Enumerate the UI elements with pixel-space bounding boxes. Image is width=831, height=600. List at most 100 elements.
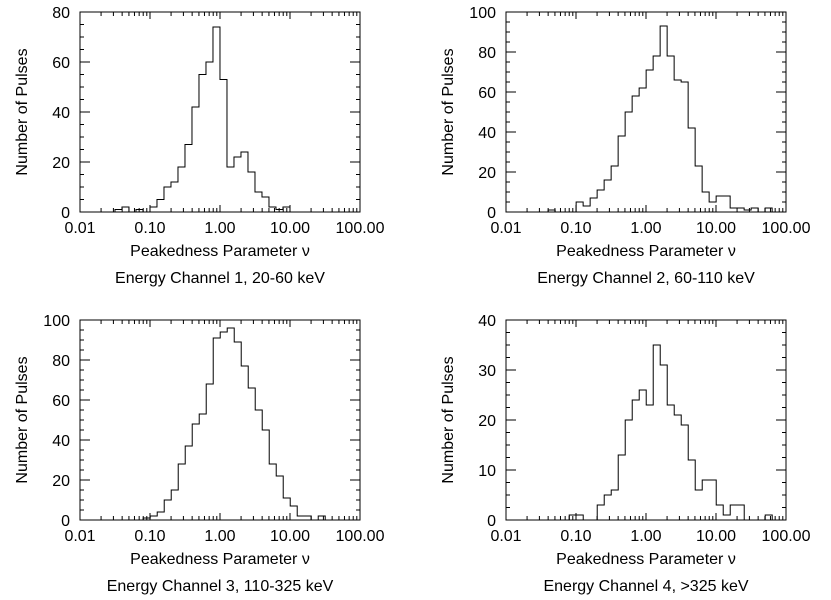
histogram-bin bbox=[255, 410, 262, 520]
histogram-bin bbox=[660, 365, 667, 520]
histogram-bin bbox=[157, 512, 164, 520]
histogram-bin bbox=[262, 197, 269, 212]
y-tick-label: 0 bbox=[61, 513, 70, 530]
histogram-bin bbox=[583, 206, 590, 212]
histogram-bin bbox=[681, 425, 688, 520]
histogram-bin bbox=[674, 415, 681, 520]
histogram-bin bbox=[716, 196, 723, 212]
histogram-bin bbox=[667, 56, 674, 212]
x-tick-label: 10.00 bbox=[270, 220, 310, 237]
x-tick-label: 1.00 bbox=[204, 528, 235, 545]
histogram-bin bbox=[206, 62, 213, 212]
y-tick-label: 100 bbox=[469, 5, 496, 22]
x-axis-label: Peakedness Parameter ν bbox=[130, 243, 310, 260]
histogram-bin bbox=[639, 390, 646, 520]
histogram-bin bbox=[304, 516, 311, 520]
panel-caption: Energy Channel 2, 60-110 keV bbox=[537, 270, 755, 287]
histogram-bin bbox=[632, 96, 639, 212]
histogram-bin bbox=[737, 505, 744, 520]
y-tick-label: 0 bbox=[61, 205, 70, 222]
x-tick-label: 0.10 bbox=[134, 220, 165, 237]
histogram-bin bbox=[681, 82, 688, 212]
histogram-bin bbox=[213, 338, 220, 520]
histogram-bin bbox=[241, 366, 248, 520]
histogram-bin bbox=[220, 332, 227, 520]
y-tick-label: 30 bbox=[478, 363, 496, 380]
histogram-bin bbox=[248, 388, 255, 520]
histogram-bin bbox=[723, 196, 730, 212]
y-tick-label: 60 bbox=[52, 393, 70, 410]
histogram-bin bbox=[576, 202, 583, 212]
panel-caption: Energy Channel 4, >325 keV bbox=[543, 578, 748, 595]
x-tick-label: 0.10 bbox=[560, 220, 591, 237]
panel-3: 0.01 0.10 1.00 10.00 100.00 0 20 40 60 80 100 Numb… bbox=[14, 313, 385, 595]
histogram-bin bbox=[625, 420, 632, 520]
histogram-bin bbox=[576, 515, 583, 520]
histogram-bin bbox=[604, 495, 611, 520]
histogram-bin bbox=[765, 208, 772, 212]
x-tick-label: 100.00 bbox=[762, 220, 811, 237]
histogram-bin bbox=[618, 136, 625, 212]
histogram-bin bbox=[604, 180, 611, 212]
histogram-bin bbox=[597, 505, 604, 520]
x-tick-label: 10.00 bbox=[696, 528, 736, 545]
histogram-bin bbox=[674, 80, 681, 212]
histogram-bin bbox=[199, 75, 206, 213]
histogram-bin bbox=[164, 500, 171, 520]
histogram-bin bbox=[199, 414, 206, 520]
histogram-bin bbox=[590, 198, 597, 212]
x-tick-label: 0.01 bbox=[64, 220, 95, 237]
x-axis-label: Peakedness Parameter ν bbox=[556, 551, 736, 568]
y-tick-label: 100 bbox=[43, 313, 70, 330]
x-tick-label: 0.01 bbox=[64, 528, 95, 545]
panel-2: 0.01 0.10 1.00 10.00 100.00 0 20 40 60 80 100 Numb… bbox=[440, 5, 811, 287]
y-tick-label: 60 bbox=[478, 85, 496, 102]
histogram-bin bbox=[234, 342, 241, 520]
panel-1: 0.01 0.10 1.00 10.00 100.00 0 20 40 60 80 Number … bbox=[14, 5, 385, 287]
histogram-bin bbox=[234, 157, 241, 212]
histogram-bin bbox=[632, 400, 639, 520]
histogram-bin bbox=[122, 207, 129, 212]
histogram-bin bbox=[276, 476, 283, 520]
panel-caption: Energy Channel 1, 20-60 keV bbox=[115, 270, 325, 287]
plot-area: 0.01 0.10 1.00 10.00 100.00 0 20 40 60 80 bbox=[52, 5, 384, 237]
histogram-bin bbox=[150, 207, 157, 212]
histogram-bin bbox=[171, 490, 178, 520]
y-tick-label: 20 bbox=[478, 165, 496, 182]
y-tick-label: 60 bbox=[52, 55, 70, 72]
y-tick-label: 10 bbox=[478, 463, 496, 480]
plot-area: 0.01 0.10 1.00 10.00 100.00 0 20 40 60 80 100 bbox=[469, 5, 810, 237]
y-tick-label: 20 bbox=[478, 413, 496, 430]
histogram-bin bbox=[192, 107, 199, 212]
y-tick-label: 40 bbox=[478, 125, 496, 142]
histogram-bin bbox=[185, 145, 192, 213]
histogram-bin bbox=[248, 172, 255, 212]
histogram-bin bbox=[646, 405, 653, 520]
histogram-bin bbox=[220, 80, 227, 213]
histogram-bin bbox=[597, 190, 604, 212]
histogram-bin bbox=[653, 56, 660, 212]
x-tick-label: 100.00 bbox=[336, 220, 385, 237]
x-tick-label: 100.00 bbox=[762, 528, 811, 545]
histogram-bin bbox=[723, 515, 730, 520]
y-tick-label: 20 bbox=[52, 473, 70, 490]
histogram-bin bbox=[737, 208, 744, 212]
y-tick-label: 80 bbox=[52, 5, 70, 22]
histogram-bin bbox=[262, 430, 269, 520]
histogram-bin bbox=[178, 167, 185, 212]
y-axis-label: Number of Pulses bbox=[440, 48, 457, 175]
histogram-bin bbox=[227, 328, 234, 520]
histogram-bin bbox=[150, 516, 157, 520]
histogram-bin bbox=[660, 26, 667, 212]
panel-caption: Energy Channel 3, 110-325 keV bbox=[107, 578, 334, 595]
axes-frame bbox=[79, 319, 361, 521]
histogram-bin bbox=[192, 424, 199, 520]
histogram-bin bbox=[625, 112, 632, 212]
histogram-bin bbox=[730, 208, 737, 212]
histogram-bin bbox=[639, 88, 646, 212]
x-tick-label: 0.10 bbox=[134, 528, 165, 545]
histogram-bin bbox=[185, 446, 192, 520]
histogram-outline bbox=[568, 344, 773, 521]
histogram-bin bbox=[653, 345, 660, 520]
